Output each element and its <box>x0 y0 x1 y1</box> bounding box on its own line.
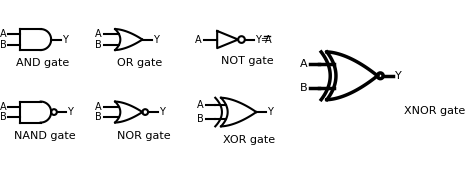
Text: B: B <box>0 112 6 122</box>
Text: Y: Y <box>62 35 67 45</box>
Text: XOR gate: XOR gate <box>223 135 275 145</box>
Text: A: A <box>265 35 272 45</box>
Text: Y: Y <box>159 107 164 117</box>
Text: Y: Y <box>395 71 401 81</box>
Text: Y: Y <box>67 107 73 117</box>
Text: A: A <box>95 29 102 39</box>
Text: OR gate: OR gate <box>117 58 162 68</box>
Text: A: A <box>0 102 6 112</box>
Text: Y: Y <box>267 107 273 117</box>
Text: Y: Y <box>153 35 159 45</box>
Text: AND gate: AND gate <box>16 58 69 68</box>
Text: NOT gate: NOT gate <box>221 56 273 66</box>
Text: XNOR gate: XNOR gate <box>404 106 465 116</box>
Text: NAND gate: NAND gate <box>14 131 75 141</box>
Text: B: B <box>0 40 6 50</box>
Text: B: B <box>197 114 204 124</box>
Text: Y=: Y= <box>255 35 269 45</box>
Text: A: A <box>195 35 202 45</box>
Text: NOR gate: NOR gate <box>117 131 171 141</box>
Text: B: B <box>95 112 102 122</box>
Text: A: A <box>197 100 204 110</box>
Text: A: A <box>300 59 308 69</box>
Text: B: B <box>95 40 102 50</box>
Text: B: B <box>300 83 308 93</box>
Text: A: A <box>95 102 102 112</box>
Text: A: A <box>0 29 6 39</box>
